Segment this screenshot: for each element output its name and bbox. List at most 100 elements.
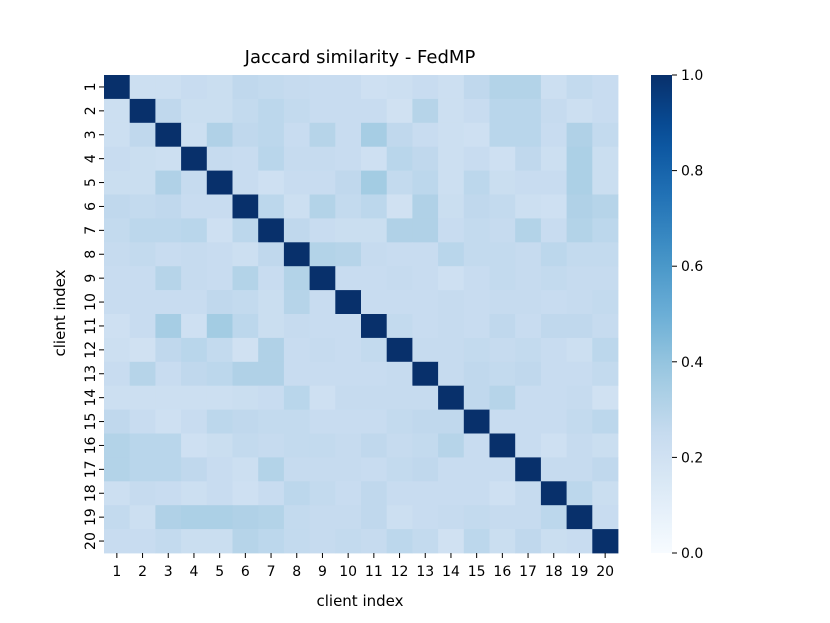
heatmap-cell bbox=[386, 361, 413, 387]
heatmap-cell bbox=[335, 266, 362, 291]
heatmap-cell bbox=[566, 122, 593, 148]
heatmap-cell bbox=[515, 457, 542, 482]
heatmap-cell bbox=[463, 529, 490, 554]
heatmap-cell bbox=[592, 98, 619, 124]
heatmap-cell bbox=[412, 75, 439, 100]
heatmap-cell bbox=[412, 505, 439, 530]
heatmap-cell bbox=[361, 457, 388, 482]
heatmap-cell bbox=[335, 481, 362, 506]
heatmap-cell bbox=[335, 290, 362, 315]
heatmap-cell bbox=[592, 242, 619, 267]
heatmap-cell bbox=[309, 218, 336, 243]
heatmap-cell bbox=[566, 75, 593, 100]
heatmap-cell bbox=[463, 361, 490, 387]
x-tick-label: 3 bbox=[164, 564, 173, 580]
heatmap-cell bbox=[181, 314, 208, 339]
colorbar-ticks: 0.0 0.2 0.4 0.6 0.8 1.0 bbox=[672, 68, 703, 562]
heatmap-cell bbox=[489, 146, 516, 171]
y-tick-label: 7 bbox=[83, 226, 99, 235]
heatmap-cell bbox=[181, 385, 208, 410]
heatmap-cell bbox=[309, 75, 336, 100]
heatmap-cell bbox=[155, 266, 182, 291]
heatmap-cell bbox=[232, 337, 259, 363]
heatmap-cell bbox=[361, 385, 388, 410]
heatmap-cell bbox=[438, 242, 465, 267]
heatmap-cell bbox=[438, 98, 465, 124]
heatmap-cell bbox=[335, 170, 362, 195]
heatmap-cell bbox=[540, 314, 567, 339]
heatmap-cell bbox=[489, 433, 516, 458]
heatmap-cell bbox=[181, 170, 208, 195]
heatmap-cell bbox=[386, 457, 413, 482]
heatmap-cell bbox=[515, 122, 542, 148]
heatmap-cell bbox=[232, 98, 259, 124]
heatmap-cell bbox=[309, 457, 336, 482]
heatmap-cell bbox=[258, 385, 285, 410]
heatmap-cell bbox=[412, 194, 439, 219]
heatmap-cell bbox=[386, 433, 413, 458]
heatmap-cell bbox=[104, 146, 131, 171]
heatmap-cell bbox=[515, 290, 542, 315]
heatmap-cell bbox=[592, 290, 619, 315]
heatmap-cell bbox=[181, 194, 208, 219]
heatmap-cell bbox=[258, 242, 285, 267]
y-axis-label: client index bbox=[51, 269, 69, 356]
x-tick-label: 19 bbox=[571, 564, 589, 580]
heatmap-cell bbox=[206, 314, 233, 339]
heatmap-cell bbox=[104, 505, 131, 530]
heatmap-cell bbox=[155, 290, 182, 315]
heatmap-cell bbox=[181, 433, 208, 458]
heatmap-cell bbox=[463, 242, 490, 267]
y-tick-label: 8 bbox=[83, 250, 99, 259]
heatmap-cell bbox=[335, 122, 362, 148]
heatmap-cell bbox=[181, 242, 208, 267]
heatmap-cell bbox=[283, 529, 310, 554]
x-tick-label: 2 bbox=[138, 564, 147, 580]
y-tick-label: 17 bbox=[83, 460, 99, 478]
heatmap-cell bbox=[206, 75, 233, 100]
heatmap-cell bbox=[489, 290, 516, 315]
colorbar-tick-label: 1.0 bbox=[681, 68, 703, 84]
heatmap-cell bbox=[283, 361, 310, 387]
heatmap-cell bbox=[463, 146, 490, 171]
heatmap-cell bbox=[438, 122, 465, 148]
heatmap-cell bbox=[283, 481, 310, 506]
heatmap-cell bbox=[104, 170, 131, 195]
heatmap-cell bbox=[104, 361, 131, 387]
heatmap-cell bbox=[232, 433, 259, 458]
heatmap-cell bbox=[361, 505, 388, 530]
heatmap-cell bbox=[104, 529, 131, 554]
heatmap-cell bbox=[283, 457, 310, 482]
heatmap-cell bbox=[361, 481, 388, 506]
heatmap-cell bbox=[258, 98, 285, 124]
heatmap-cell bbox=[361, 242, 388, 267]
heatmap-cell bbox=[386, 290, 413, 315]
x-tick-label: 20 bbox=[596, 564, 614, 580]
colorbar bbox=[651, 75, 672, 553]
y-tick-label: 20 bbox=[83, 532, 99, 550]
heatmap-cell bbox=[335, 218, 362, 243]
heatmap-cell bbox=[592, 457, 619, 482]
heatmap-cell bbox=[566, 314, 593, 339]
heatmap-cell bbox=[181, 290, 208, 315]
heatmap-cell bbox=[412, 314, 439, 339]
heatmap-cell bbox=[463, 433, 490, 458]
heatmap-cell bbox=[129, 409, 156, 434]
heatmap-cell bbox=[258, 314, 285, 339]
heatmap-cell bbox=[515, 529, 542, 554]
heatmap-cell bbox=[540, 146, 567, 171]
heatmap-cell bbox=[206, 361, 233, 387]
heatmap-cell bbox=[489, 242, 516, 267]
colorbar-tick-label: 0.6 bbox=[681, 259, 703, 275]
heatmap-cell bbox=[335, 457, 362, 482]
heatmap-cell bbox=[232, 242, 259, 267]
heatmap-cell bbox=[232, 194, 259, 219]
y-tick-label: 12 bbox=[83, 341, 99, 359]
heatmap-cell bbox=[463, 218, 490, 243]
heatmap-cell bbox=[129, 505, 156, 530]
heatmap-cell bbox=[566, 170, 593, 195]
heatmap-cell bbox=[438, 146, 465, 171]
heatmap-cell bbox=[283, 146, 310, 171]
x-tick-label: 16 bbox=[493, 564, 511, 580]
heatmap-cell bbox=[592, 433, 619, 458]
